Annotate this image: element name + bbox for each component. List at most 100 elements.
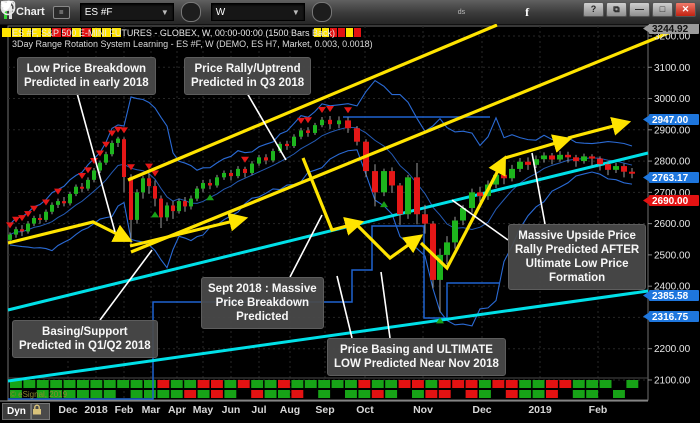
maximize-button[interactable]: □ — [652, 2, 673, 17]
signal-block — [92, 28, 101, 37]
y-tick-label: 2200.00 — [654, 344, 691, 355]
heat-cell — [211, 380, 223, 388]
symbol-lookup-icon[interactable] — [1, 1, 201, 22]
candle — [264, 157, 268, 161]
signal-block — [112, 28, 121, 37]
lock-icon[interactable] — [31, 403, 50, 420]
candle — [509, 168, 515, 179]
annotation-low-breakdown[interactable]: Low Price Breakdown Predicted in early 20… — [17, 57, 156, 96]
symbol-value: ES #F — [84, 6, 113, 18]
heat-cell — [77, 380, 89, 388]
redo-arrow-icon[interactable] — [0, 0, 380, 22]
candle — [285, 143, 289, 147]
heat-cell — [63, 380, 76, 388]
price-tag — [649, 114, 699, 125]
yellow-arrow-line — [301, 157, 365, 236]
candle — [405, 177, 411, 215]
signal-block — [354, 28, 361, 37]
candle — [215, 177, 219, 186]
heat-cell — [197, 380, 210, 388]
x-axis-label: 2019 — [528, 404, 552, 416]
heat-cell — [318, 390, 331, 398]
heat-cell — [23, 380, 36, 388]
candle — [147, 178, 151, 187]
chart-badge-icon[interactable]: ≣ — [52, 5, 70, 19]
candle — [613, 166, 619, 170]
heat-cell — [425, 390, 438, 398]
yellow-channel-line — [130, 24, 689, 254]
help-button[interactable]: ? — [583, 2, 604, 17]
price-tag-value: 3244.92 — [652, 24, 689, 35]
twitter-icon[interactable] — [1, 0, 513, 22]
x-axis-label: Sep — [315, 404, 334, 416]
candle — [345, 120, 351, 129]
annotation-price-basing[interactable]: Price Basing and ULTIMATE LOW Predicted N… — [327, 338, 506, 377]
candle — [565, 154, 571, 158]
restore-button[interactable]: ⧉ — [606, 2, 627, 17]
chevron-down-icon: ▼ — [291, 7, 300, 17]
y-tick-label: 2400.00 — [654, 282, 691, 293]
sell-triangle-icon — [108, 130, 116, 137]
candle — [437, 254, 443, 280]
link-tool-icon[interactable] — [0, 0, 452, 22]
chart-menu-label[interactable]: Chart — [16, 6, 45, 18]
candle — [20, 229, 24, 232]
heat-cell — [117, 380, 130, 388]
heat-cell — [586, 380, 599, 388]
annotation-rally-q3[interactable]: Price Rally/Uptrend Predicted in Q3 2018 — [184, 57, 312, 96]
candle — [32, 217, 36, 224]
heat-cell — [63, 390, 76, 398]
price-tag — [649, 195, 699, 206]
candle — [44, 211, 48, 220]
candle — [444, 242, 450, 255]
signal-block — [2, 28, 11, 37]
heat-cell — [532, 380, 545, 388]
draw-pencil-icon[interactable] — [2, 2, 356, 22]
dyn-scale-button[interactable]: Dyn — [2, 403, 31, 420]
candle — [201, 182, 205, 189]
candle — [129, 177, 133, 220]
candle — [549, 155, 555, 160]
play-replay-icon[interactable] — [0, 0, 404, 22]
close-button[interactable]: ✕ — [675, 2, 696, 17]
candle — [189, 198, 193, 207]
pointer-line — [289, 214, 323, 278]
facebook-icon[interactable]: f — [525, 4, 530, 19]
heat-cell — [613, 390, 625, 398]
candle — [229, 172, 233, 177]
circle-a-alert-icon[interactable]: A — [0, 0, 428, 22]
heat-cell — [251, 390, 264, 398]
interval-select[interactable]: W ▼ — [210, 3, 305, 21]
candle — [328, 119, 332, 125]
pointer-line — [99, 249, 153, 321]
annotation-massive-upside[interactable]: Massive Upside Price Rally Predicted AFTE… — [508, 224, 647, 291]
heat-cell — [479, 380, 491, 388]
cyan-trendline — [7, 151, 649, 312]
price-tag-arrow — [643, 173, 649, 182]
chat-bubble-icon[interactable] — [0, 0, 489, 22]
candle — [533, 159, 539, 165]
price-tag-arrow — [643, 115, 649, 124]
heat-cell — [50, 380, 63, 388]
x-axis-label: 2018 — [84, 404, 108, 416]
time-template-icon[interactable] — [0, 0, 332, 22]
x-axis-label: Aug — [280, 404, 300, 416]
watermark: © eSignal, 2019 — [10, 390, 68, 399]
price-tag-value: 2385.58 — [652, 291, 689, 302]
annotation-basing-support[interactable]: Basing/Support Predicted in Q1/Q2 2018 — [12, 320, 158, 359]
heat-cell — [479, 390, 491, 398]
candle — [271, 151, 275, 161]
heat-cell — [36, 380, 49, 388]
candle — [14, 229, 18, 235]
price-tag-value: 2690.00 — [652, 196, 689, 207]
heat-cell — [291, 390, 304, 398]
study-title: 3Day Range Rotation System Learning - ES… — [12, 39, 373, 49]
sell-triangle-icon — [78, 172, 86, 179]
heat-cell — [385, 380, 398, 388]
symbol-select[interactable]: ES #F ▼ — [79, 3, 174, 21]
price-tag — [649, 311, 699, 322]
minimize-button[interactable]: — — [629, 2, 650, 17]
annotation-sept-breakdown[interactable]: Sept 2018 : Massive Price Breakdown Predic… — [201, 277, 324, 330]
sell-triangle-icon — [6, 222, 14, 229]
y-tick-label: 2700.00 — [654, 188, 691, 199]
